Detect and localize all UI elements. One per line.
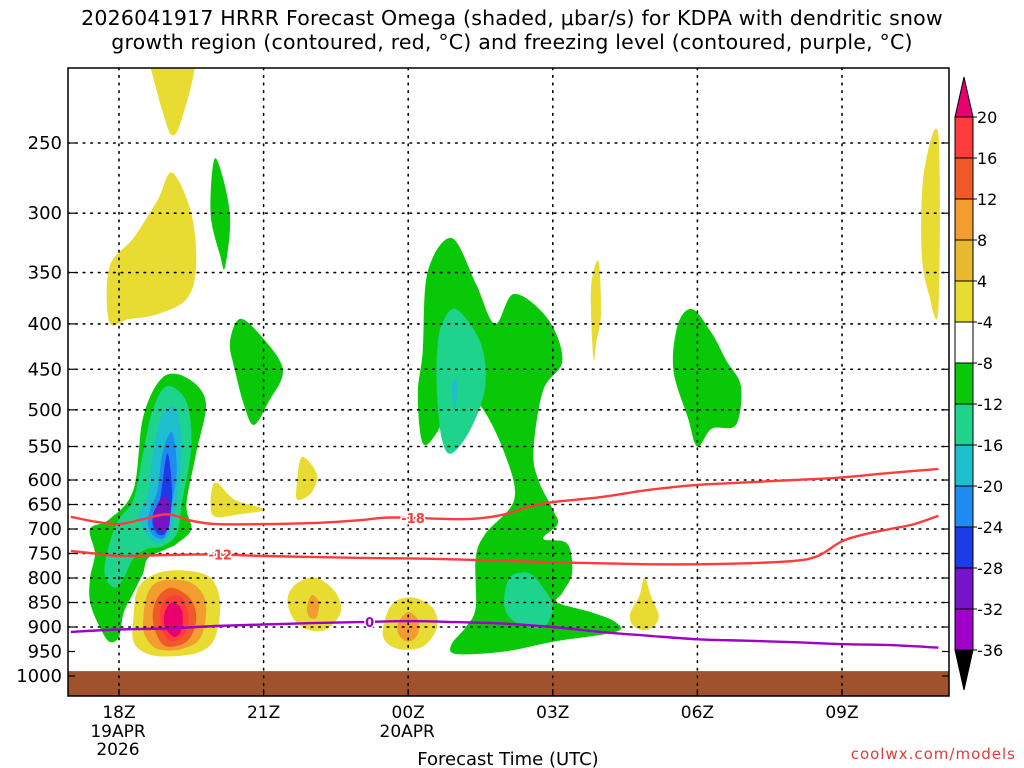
colorbar-label-8: 8: [977, 231, 987, 250]
omega-region-13-rising: [436, 308, 486, 454]
y-tick-label-300: 300: [28, 203, 62, 224]
y-axis: 250 300 350 400 450 500 550 600 650 700 750 800 850 9…: [16, 133, 949, 687]
chart-title-line-1: 2026041917 HRRR Forecast Omega (shaded, …: [81, 6, 943, 30]
contour-label-dgz-top: -18: [401, 512, 425, 527]
omega-region-16-rising: [672, 308, 742, 447]
colorbar-label-16: 16: [977, 149, 997, 168]
y-tick-label-1000: 1000: [16, 666, 62, 687]
x-tick-label-21Z: 21Z: [247, 703, 280, 723]
colorbar-arrow-top: [954, 76, 974, 118]
colorbar-swatch-7: [954, 403, 974, 446]
omega-region-3-rising: [229, 318, 284, 425]
x-tick-label-03Z: 03Z: [536, 703, 569, 723]
y-tick-label-250: 250: [28, 133, 62, 154]
colorbar-label--28: -28: [977, 559, 1003, 578]
omega-region-17-sinking: [590, 260, 602, 362]
colorbar-label--16: -16: [977, 436, 1003, 455]
colorbar-label--32: -32: [977, 600, 1003, 619]
colorbar-swatch-3: [954, 239, 974, 282]
contour-label-dgz-bottom: -12: [208, 549, 232, 564]
y-tick-label-400: 400: [28, 314, 62, 335]
omega-region-24-sinking: [306, 595, 320, 619]
x-tick-label-09Z: 09Z: [825, 703, 858, 723]
colorbar-label--4: -4: [977, 313, 993, 332]
omega-shading: [89, 68, 940, 657]
chart-title: 2026041917 HRRR Forecast Omega (shaded, …: [0, 6, 1024, 54]
colorbar-swatch-12: [954, 608, 974, 651]
omega-region-14-rising: [451, 377, 457, 411]
x-axis-label: Forecast Time (UTC): [417, 749, 598, 768]
colorbar-swatch-1: [954, 157, 974, 200]
colorbar: 20 16 12 8 4 -4 -8 -12 -16 -20 -24 -28 -32 -36: [954, 76, 1003, 691]
omega-region-0-sinking: [150, 68, 195, 136]
omega-region-5-sinking: [210, 482, 264, 518]
colorbar-label--24: -24: [977, 518, 1003, 537]
plot-frame: [67, 67, 950, 697]
colorbar-arrow-bottom: [954, 649, 974, 691]
y-tick-label-550: 550: [28, 437, 62, 458]
colorbar-label--8: -8: [977, 354, 993, 373]
y-tick-label-450: 450: [28, 359, 62, 380]
y-tick-label-750: 750: [28, 544, 62, 565]
colorbar-swatch-10: [954, 526, 974, 569]
y-tick-label-700: 700: [28, 519, 62, 540]
y-tick-label-350: 350: [28, 263, 62, 284]
y-tick-label-900: 900: [28, 617, 62, 638]
y-tick-label-800: 800: [28, 568, 62, 589]
omega-region-27-sinking: [629, 577, 659, 631]
colorbar-swatch-2: [954, 198, 974, 241]
y-tick-label-500: 500: [28, 400, 62, 421]
x-tick-sublabel-2026: 2026: [96, 740, 139, 760]
credit-link[interactable]: coolwx.com/models: [850, 745, 1016, 763]
contour-label-freezing-level: 0: [365, 616, 374, 631]
omega-region-28-sinking: [921, 128, 940, 320]
y-tick-label-950: 950: [28, 642, 62, 663]
contour-dgz-top: [70, 467, 939, 526]
ground-terrain: [68, 671, 949, 696]
contour-dgz-bottom: [70, 514, 939, 566]
colorbar-swatch-4: [954, 280, 974, 323]
colorbar-label-4: 4: [977, 272, 987, 291]
colorbar-label-20: 20: [977, 108, 997, 127]
grid-lines: [68, 68, 949, 696]
x-tick-label-18Z: 18Z: [102, 703, 135, 723]
contour-freezing-level: [70, 619, 939, 649]
y-tick-label-600: 600: [28, 470, 62, 491]
x-tick-sublabel-19APR: 19APR: [90, 722, 146, 742]
omega-region-4-sinking: [296, 456, 318, 501]
x-tick-label-00Z: 00Z: [392, 703, 425, 723]
colorbar-swatch-0: [954, 116, 974, 159]
colorbar-swatch-9: [954, 485, 974, 528]
colorbar-label--20: -20: [977, 477, 1003, 496]
chart-title-line-2: growth region (contoured, red, °C) and f…: [111, 30, 913, 54]
colorbar-label--36: -36: [977, 641, 1003, 660]
x-tick-label-06Z: 06Z: [681, 703, 714, 723]
colorbar-swatch-5: [954, 321, 974, 364]
omega-region-15-rising: [504, 572, 553, 629]
colorbar-swatch-8: [954, 444, 974, 487]
colorbar-label--12: -12: [977, 395, 1003, 414]
x-tick-sublabel-20APR: 20APR: [380, 722, 436, 742]
colorbar-swatch-11: [954, 567, 974, 610]
y-tick-label-650: 650: [28, 495, 62, 516]
contour-lines: -18 -12 0: [70, 467, 939, 649]
omega-region-26-sinking: [397, 612, 419, 642]
colorbar-label-12: 12: [977, 190, 997, 209]
omega-region-1-sinking: [106, 172, 197, 326]
colorbar-swatch-6: [954, 362, 974, 405]
y-tick-label-850: 850: [28, 593, 62, 614]
